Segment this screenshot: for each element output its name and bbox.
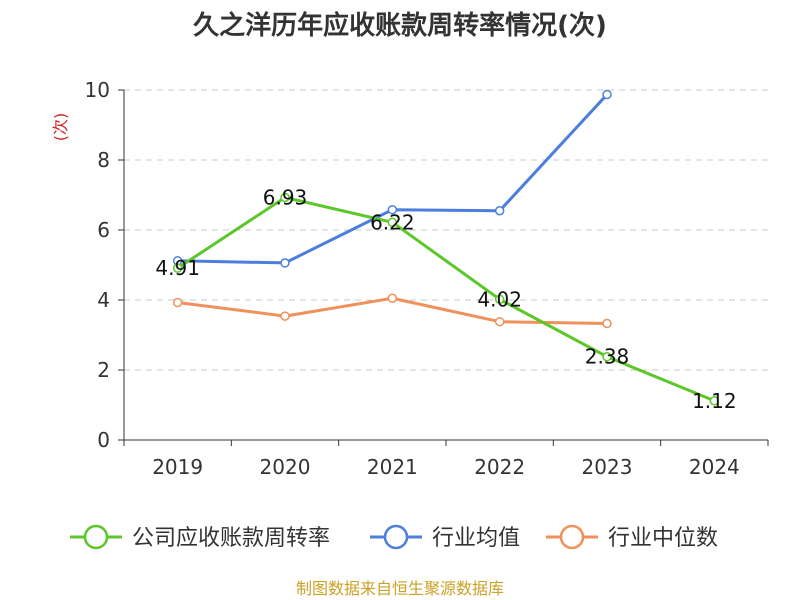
data-label: 1.12 [692,389,737,413]
y-tick-label: 4 [97,288,110,312]
data-label: 6.22 [370,210,415,234]
data-point[interactable] [709,396,720,406]
y-tick-label: 10 [85,78,110,102]
legend-swatch-marker [383,524,409,550]
legend-swatch-marker [559,524,585,550]
y-axis-label: (次) [51,113,70,142]
data-point[interactable] [280,311,290,321]
y-tick-label: 6 [97,218,110,242]
data-label: 4.91 [155,256,200,280]
chart-title: 久之洋历年应收账款周转率情况(次) [193,10,607,41]
data-label: 6.93 [263,185,308,209]
y-tick-label: 8 [97,148,110,172]
source-note: 制图数据来自恒生聚源数据库 [296,579,504,598]
legend-item-2[interactable]: 行业中位数 [608,526,718,551]
legend-item-1[interactable]: 行业均值 [432,526,520,551]
data-point[interactable] [494,294,505,305]
series-line-1 [177,93,609,265]
data-point[interactable] [602,318,612,329]
data-point[interactable] [172,263,183,273]
data-label: 4.02 [477,287,522,311]
x-tick-label: 2022 [474,455,525,479]
x-tick-label: 2023 [582,455,633,479]
data-point[interactable] [280,192,290,203]
data-point[interactable] [172,297,183,308]
data-point[interactable] [387,217,398,228]
x-tick-label: 2019 [152,455,203,479]
legend-swatch-marker [83,524,109,550]
y-tick-label: 2 [97,358,110,382]
legend-item-0[interactable]: 公司应收账款周转率 [132,526,330,551]
data-point[interactable] [602,351,612,362]
x-tick-label: 2020 [260,455,311,479]
data-point[interactable] [280,258,290,268]
series-line-0 [176,195,715,403]
data-point[interactable] [494,206,505,216]
y-tick-label: 0 [97,428,110,452]
data-point[interactable] [602,89,612,100]
data-point[interactable] [387,293,398,303]
data-point[interactable] [387,204,398,215]
data-point[interactable] [494,316,505,327]
x-tick-label: 2021 [367,455,418,479]
x-tick-label: 2024 [689,455,740,479]
data-label: 2.38 [585,345,630,369]
